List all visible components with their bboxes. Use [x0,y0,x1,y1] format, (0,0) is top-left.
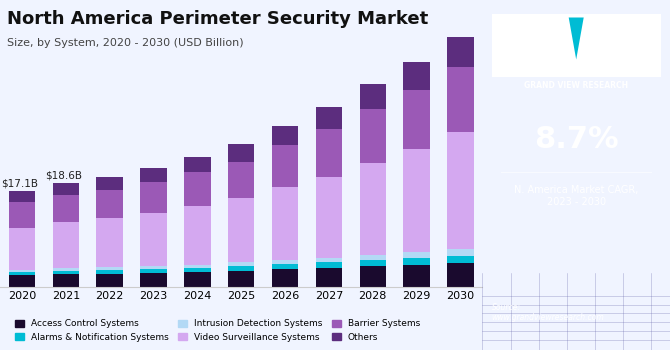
Bar [140,182,167,212]
Bar [140,168,167,182]
Bar [272,264,298,269]
Bar [448,263,474,287]
Bar [140,269,167,273]
FancyBboxPatch shape [612,21,653,60]
Bar [53,222,79,268]
Bar [228,144,255,162]
Bar [96,274,123,287]
Bar [316,258,342,262]
Bar [53,268,79,271]
Bar [272,260,298,264]
Legend: Access Control Systems, Alarms & Notification Systems, Intrusion Detection Syste: Access Control Systems, Alarms & Notific… [11,316,423,345]
FancyBboxPatch shape [492,14,661,77]
Bar [96,177,123,190]
Bar [228,162,255,198]
Bar [53,271,79,274]
Bar [184,268,210,272]
Bar [228,198,255,262]
Bar [403,90,429,149]
Text: GRAND VIEW RESEARCH: GRAND VIEW RESEARCH [524,80,628,90]
Bar [316,268,342,287]
Bar [448,256,474,263]
Bar [272,145,298,187]
Bar [184,272,210,287]
Bar [96,218,123,267]
Text: 8.7%: 8.7% [534,126,618,154]
Bar [316,107,342,129]
Bar [184,156,210,172]
Text: Source:
www.grandviewresearch.com: Source: www.grandviewresearch.com [492,303,604,322]
Bar [316,129,342,177]
Bar [53,274,79,287]
Bar [360,255,386,260]
Text: Size, by System, 2020 - 2030 (USD Billion): Size, by System, 2020 - 2030 (USD Billio… [7,38,243,49]
Bar [9,270,35,272]
Bar [96,190,123,218]
Bar [228,266,255,271]
Bar [228,262,255,266]
Bar [184,206,210,265]
Text: N. America Market CAGR,
2023 - 2030: N. America Market CAGR, 2023 - 2030 [514,185,639,207]
Bar [360,163,386,255]
Bar [96,267,123,270]
Bar [403,252,429,258]
Bar [360,260,386,266]
Polygon shape [569,18,584,60]
Text: North America Perimeter Security Market: North America Perimeter Security Market [7,10,428,28]
Bar [140,212,167,266]
Bar [9,275,35,287]
Bar [272,269,298,287]
Bar [53,195,79,222]
Bar [448,68,474,132]
Bar [272,187,298,260]
Bar [184,265,210,268]
Bar [448,37,474,68]
Bar [140,266,167,269]
Bar [228,271,255,287]
FancyBboxPatch shape [553,21,595,60]
Bar [360,110,386,163]
Bar [448,250,474,256]
Bar [403,258,429,265]
Bar [272,126,298,145]
Bar [140,273,167,287]
Bar [360,84,386,110]
Bar [403,265,429,287]
Bar [9,202,35,228]
Bar [316,177,342,258]
Text: $17.1B: $17.1B [1,178,38,188]
Bar [9,191,35,202]
Text: $18.6B: $18.6B [45,170,82,180]
FancyBboxPatch shape [496,21,537,60]
Bar [96,270,123,274]
Bar [184,172,210,206]
Bar [403,149,429,252]
Bar [53,183,79,195]
Bar [403,62,429,90]
Bar [9,228,35,270]
Bar [316,262,342,268]
Bar [360,266,386,287]
Bar [448,132,474,250]
Bar [9,272,35,275]
